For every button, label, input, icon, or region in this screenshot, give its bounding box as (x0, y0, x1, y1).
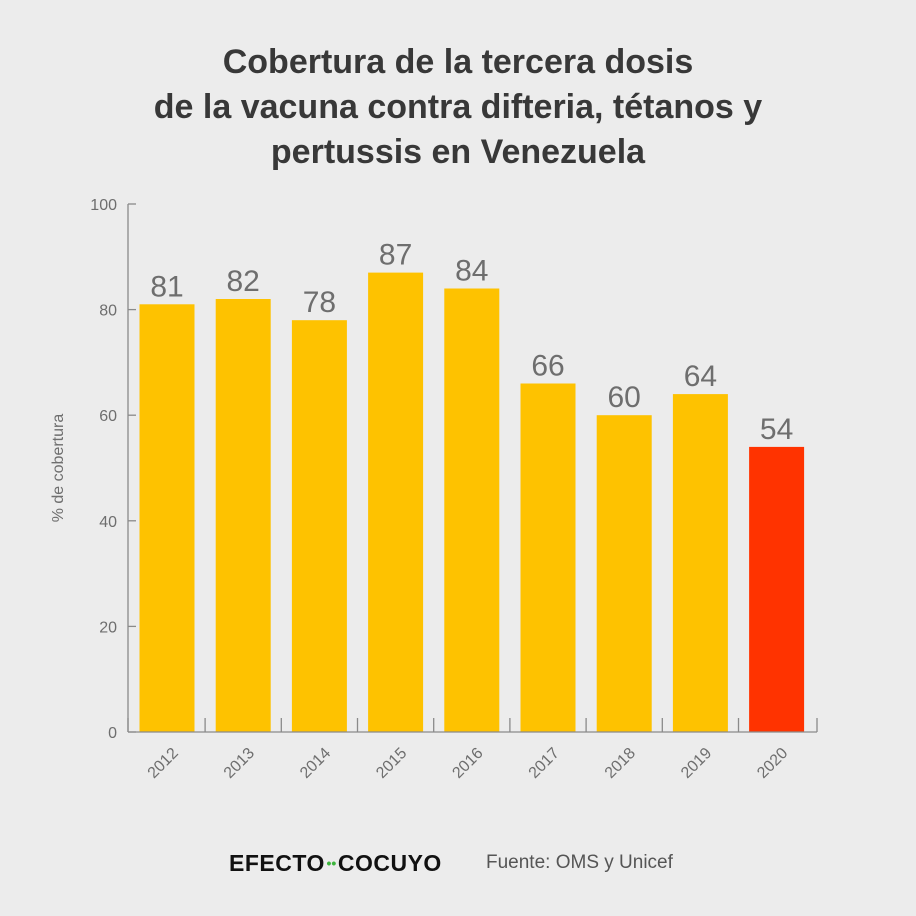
data-label-2017: 66 (531, 350, 564, 383)
y-tick-label-80: 80 (99, 303, 117, 320)
data-label-2020: 54 (760, 413, 793, 446)
bar-2018 (596, 415, 652, 732)
data-label-2019: 64 (684, 360, 717, 393)
bar-2020 (749, 446, 805, 732)
y-tick-label-100: 100 (90, 197, 117, 214)
bar-2016 (444, 288, 500, 732)
brand-logo: EFECTO ••COCUYO (229, 850, 442, 877)
x-tick-label-2016: 2016 (449, 745, 486, 782)
bar-2012 (139, 304, 195, 732)
brand-logo-left: EFECTO (229, 850, 325, 876)
bar-2017 (520, 383, 576, 732)
data-label-2018: 60 (608, 381, 641, 414)
data-label-2015: 87 (379, 239, 412, 272)
data-label-2016: 84 (455, 255, 488, 288)
footer: EFECTO ••COCUYO Fuente: OMS y Unicef (0, 846, 916, 882)
x-tick-label-2018: 2018 (602, 745, 639, 782)
x-tick-label-2017: 2017 (526, 745, 563, 782)
y-tick-label-60: 60 (99, 408, 117, 425)
title-line-1: Cobertura de la tercera dosis (222, 43, 694, 81)
chart-title: Cobertura de la tercera dosis de la vacu… (40, 40, 876, 175)
data-label-2013: 82 (227, 265, 260, 298)
x-tick-label-2019: 2019 (678, 745, 715, 782)
x-tick-label-2012: 2012 (145, 745, 182, 782)
data-label-2014: 78 (303, 286, 336, 319)
bar-2019 (672, 394, 728, 732)
y-tick-label-40: 40 (99, 514, 117, 531)
brand-logo-right: COCUYO (337, 850, 442, 876)
y-axis-title: % de cobertura (50, 414, 67, 523)
bar-2015 (368, 272, 424, 732)
title-line-3: pertussis en Venezuela (270, 133, 646, 171)
x-tick-label-2020: 2020 (754, 745, 791, 782)
y-tick-label-20: 20 (99, 619, 117, 636)
title-line-2: de la vacuna contra difteria, tétanos y (153, 88, 763, 126)
data-label-2012: 81 (150, 270, 183, 303)
source-note: Fuente: OMS y Unicef (486, 852, 673, 873)
x-tick-label-2014: 2014 (297, 745, 334, 782)
x-tick-label-2015: 2015 (373, 745, 410, 782)
y-tick-label-0: 0 (108, 725, 117, 742)
brand-logo-dots: •• (326, 855, 337, 871)
bar-2013 (215, 299, 271, 732)
bar-2014 (291, 320, 347, 732)
x-tick-label-2013: 2013 (221, 745, 258, 782)
